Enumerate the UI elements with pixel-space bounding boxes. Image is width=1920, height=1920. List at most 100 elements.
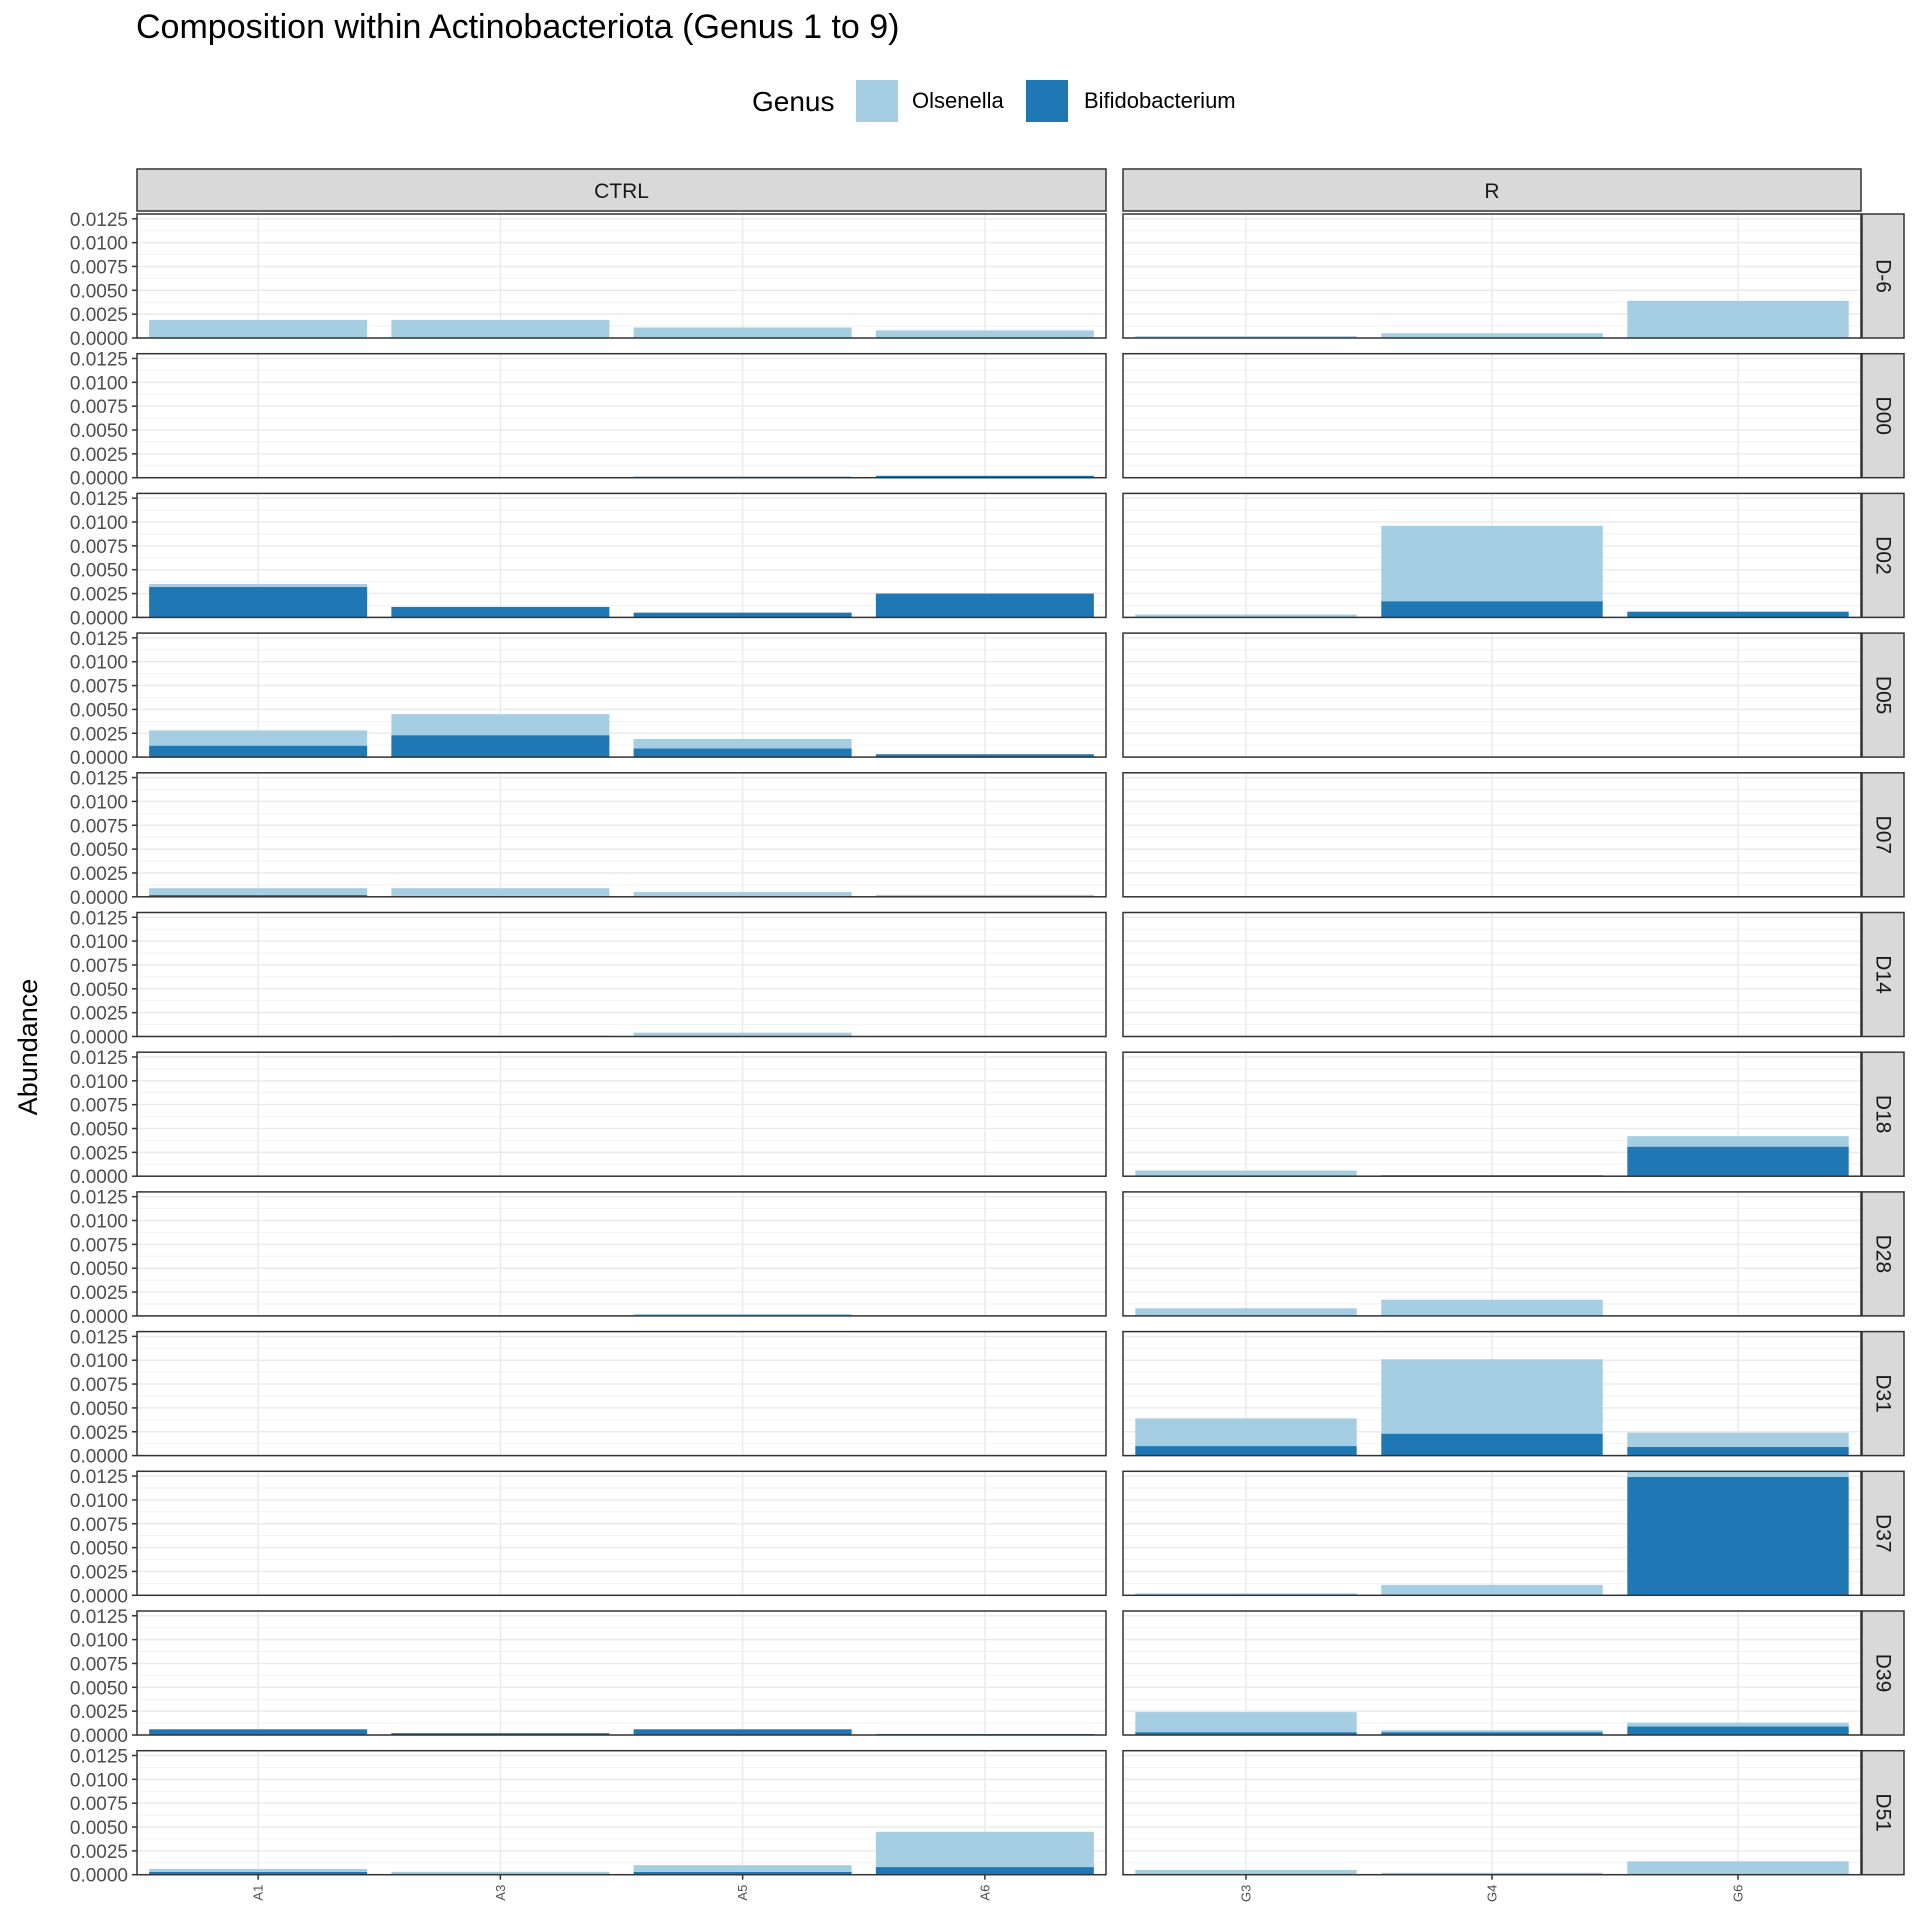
y-tick-label: 0.0000 bbox=[70, 608, 128, 629]
bar-olsenella-a6-d-6 bbox=[875, 330, 1094, 338]
y-tick-label: 0.0125 bbox=[70, 629, 128, 650]
y-tick-label: 0.0100 bbox=[70, 234, 128, 255]
x-tick-label-a1: A1 bbox=[251, 1885, 266, 1901]
legend-label-olsenella: Olsenella bbox=[912, 88, 1004, 113]
y-tick-label: 0.0025 bbox=[70, 1283, 128, 1304]
y-tick-label: 0.0075 bbox=[70, 1515, 128, 1536]
bar-bifidobacterium-a6-d51 bbox=[875, 1867, 1094, 1875]
y-tick-label: 0.0050 bbox=[70, 1818, 128, 1839]
bar-olsenella-a3-d-6 bbox=[391, 319, 610, 338]
panel-d31-r-border bbox=[1122, 1330, 1862, 1457]
bar-bifidobacterium-g4-d31 bbox=[1381, 1433, 1603, 1456]
bar-bifidobacterium-a6-d02 bbox=[875, 593, 1094, 618]
bar-bifidobacterium-a3-d05 bbox=[391, 735, 610, 758]
panel-d28-ctrl-border bbox=[136, 1191, 1107, 1317]
bar-olsenella-g4-d28 bbox=[1381, 1299, 1603, 1316]
y-tick-label: 0.0025 bbox=[70, 305, 128, 326]
x-tick-label-a5: A5 bbox=[735, 1885, 750, 1901]
facet-strip-label-d00: D00 bbox=[1872, 396, 1895, 435]
bar-bifidobacterium-g6-d02 bbox=[1627, 611, 1849, 618]
facet-strip-label-d07: D07 bbox=[1872, 816, 1895, 855]
panel-d02-r-border bbox=[1122, 492, 1862, 619]
y-tick-label: 0.0000 bbox=[70, 748, 128, 769]
bar-bifidobacterium-a1-d39 bbox=[149, 1729, 368, 1735]
panel-d39-r-border bbox=[1122, 1610, 1862, 1736]
bar-olsenella-a5-d14 bbox=[633, 1032, 852, 1037]
y-tick-label: 0.0125 bbox=[70, 908, 128, 929]
bar-olsenella-a3-d05 bbox=[391, 714, 610, 736]
y-tick-label: 0.0025 bbox=[70, 1423, 128, 1444]
bar-olsenella-g4-d02 bbox=[1381, 525, 1603, 602]
y-tick-label: 0.0100 bbox=[70, 792, 128, 813]
y-tick-label: 0.0075 bbox=[70, 1654, 128, 1675]
panel-d-6-ctrl-background bbox=[137, 214, 1106, 338]
bar-bifidobacterium-a1-d07 bbox=[149, 894, 368, 897]
panel-d05-r-border bbox=[1122, 632, 1862, 758]
bar-olsenella-g4-d-6 bbox=[1381, 333, 1603, 338]
bar-olsenella-a5-d28 bbox=[633, 1313, 852, 1316]
y-tick-label: 0.0125 bbox=[70, 210, 128, 231]
y-tick-label: 0.0000 bbox=[70, 329, 128, 350]
chart-title: Composition within Actinobacteriota (Gen… bbox=[136, 8, 900, 46]
bar-olsenella-a1-d07 bbox=[149, 888, 368, 895]
bar-olsenella-g6-d18 bbox=[1627, 1136, 1849, 1147]
y-tick-label: 0.0100 bbox=[70, 1491, 128, 1512]
bar-bifidobacterium-a1-d05 bbox=[149, 745, 368, 758]
y-tick-label: 0.0125 bbox=[70, 349, 128, 370]
bar-olsenella-g3-d18 bbox=[1135, 1170, 1357, 1177]
bar-olsenella-g3-d28 bbox=[1135, 1308, 1357, 1316]
bar-olsenella-g3-d37 bbox=[1135, 1593, 1357, 1596]
panel-d37-ctrl-background bbox=[137, 1471, 1106, 1596]
facet-strip-d28 bbox=[1861, 1191, 1905, 1317]
bar-bifidobacterium-g6-d39 bbox=[1627, 1726, 1849, 1735]
y-tick-label: 0.0125 bbox=[70, 489, 128, 510]
bar-olsenella-g3-d39 bbox=[1135, 1712, 1357, 1733]
bar-olsenella-g6-d-6 bbox=[1627, 300, 1849, 338]
y-tick-label: 0.0025 bbox=[70, 1143, 128, 1164]
legend-title: Genus bbox=[752, 86, 835, 117]
facet-strip-d07 bbox=[1861, 772, 1905, 898]
bar-bifidobacterium-g4-d39 bbox=[1381, 1732, 1603, 1735]
bar-bifidobacterium-a5-d39 bbox=[633, 1729, 852, 1735]
panel-d07-ctrl-border bbox=[136, 772, 1107, 898]
y-tick-label: 0.0025 bbox=[70, 1562, 128, 1583]
y-tick-label: 0.0100 bbox=[70, 1770, 128, 1791]
bar-olsenella-g6-d31 bbox=[1627, 1432, 1849, 1448]
bar-olsenella-g6-d39 bbox=[1627, 1722, 1849, 1727]
y-tick-label: 0.0000 bbox=[70, 1726, 128, 1747]
facet-strip-ctrl bbox=[136, 168, 1107, 212]
facet-strip-d14 bbox=[1861, 911, 1905, 1038]
y-tick-label: 0.0100 bbox=[70, 1072, 128, 1093]
panel-d02-ctrl-border bbox=[136, 492, 1107, 619]
bar-bifidobacterium-a1-d51 bbox=[149, 1871, 368, 1875]
facet-strip-label-d28: D28 bbox=[1872, 1235, 1895, 1274]
facet-strip-label-d02: D02 bbox=[1872, 536, 1895, 575]
bar-olsenella-a1-d51 bbox=[149, 1868, 368, 1872]
y-tick-label: 0.0025 bbox=[70, 1842, 128, 1863]
panel-d00-ctrl-background bbox=[137, 353, 1106, 478]
panel-d-6-r-border bbox=[1122, 213, 1862, 339]
bar-olsenella-a5-d-6 bbox=[633, 327, 852, 338]
bar-bifidobacterium-g3-d39 bbox=[1135, 1732, 1357, 1735]
y-tick-label: 0.0125 bbox=[70, 1607, 128, 1628]
panel-d31-ctrl-border bbox=[136, 1330, 1107, 1457]
y-tick-label: 0.0075 bbox=[70, 1096, 128, 1117]
facet-strip-d18 bbox=[1861, 1051, 1905, 1177]
facet-strip-d51 bbox=[1861, 1749, 1905, 1876]
x-tick-label-a3: A3 bbox=[493, 1885, 508, 1901]
panel-d14-r-border bbox=[1122, 911, 1862, 1038]
y-tick-label: 0.0050 bbox=[70, 1678, 128, 1699]
x-tick-label-a6: A6 bbox=[977, 1885, 992, 1901]
y-tick-label: 0.0100 bbox=[70, 1351, 128, 1372]
bar-olsenella-g3-d-6 bbox=[1135, 336, 1357, 338]
y-tick-label: 0.0000 bbox=[70, 1307, 128, 1328]
y-tick-label: 0.0075 bbox=[70, 1375, 128, 1396]
panel-d18-r-border bbox=[1122, 1051, 1862, 1177]
y-tick-label: 0.0075 bbox=[70, 1794, 128, 1815]
y-tick-label: 0.0100 bbox=[70, 1631, 128, 1652]
y-tick-label: 0.0025 bbox=[70, 585, 128, 606]
panel-d37-r-border bbox=[1122, 1470, 1862, 1597]
facet-strip-label-d18: D18 bbox=[1872, 1095, 1895, 1134]
panel-d39-ctrl-border bbox=[136, 1610, 1107, 1736]
y-tick-label: 0.0025 bbox=[70, 445, 128, 466]
